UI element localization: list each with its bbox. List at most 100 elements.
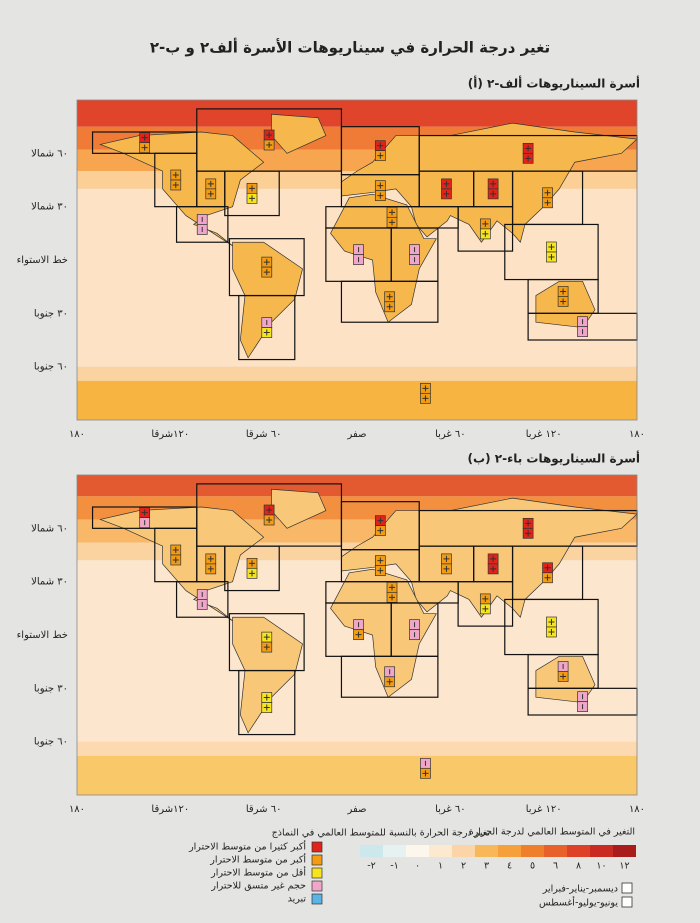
land: [330, 193, 437, 323]
symbol: [263, 259, 270, 266]
lat-label: ٣٠ جنوبا: [34, 308, 68, 319]
colorbar-swatch: [475, 845, 498, 857]
symbol: [422, 770, 429, 777]
map-frame: [76, 99, 638, 421]
lon-label: ١٢٠ غربا: [526, 429, 562, 440]
legend-label: حجم غير متسق للاحترار: [210, 881, 306, 892]
colorbar-label: ٣: [484, 861, 489, 872]
symbol: [266, 517, 273, 523]
symbol: [482, 220, 489, 227]
colorbar-swatch: [590, 845, 613, 857]
season-box: [621, 896, 633, 908]
lon-label: صفر: [346, 429, 366, 440]
land: [330, 568, 437, 698]
symbol: [422, 385, 429, 392]
legend-label: أقل من متوسط الاحترار: [210, 866, 306, 879]
temperature-band: [77, 475, 637, 497]
symbol: [548, 244, 555, 250]
legend-label: أكبر من متوسط الاحترار: [209, 853, 306, 866]
symbol: [141, 509, 148, 516]
region-box: [340, 280, 439, 323]
symbol: [443, 190, 450, 197]
symbol: [172, 547, 179, 553]
symbol: [389, 209, 395, 216]
lat-label: ٦٠ شمالا: [31, 148, 68, 159]
symbol: [263, 634, 270, 641]
lat-label: ٦٠ شمالا: [31, 523, 68, 534]
region-box: [224, 545, 280, 592]
region-box: [175, 206, 229, 243]
map-panel: [76, 474, 638, 796]
symbol: [263, 644, 270, 651]
region-box: [238, 669, 296, 736]
panel-title: (أ) أسرة السيناريوهات ألف-٢: [468, 76, 640, 92]
lon-label: ١٢٠ غربا: [526, 804, 562, 815]
symbol: [389, 219, 395, 226]
symbol: [443, 555, 450, 562]
lon-label: ١٨٠: [69, 804, 85, 815]
region-box: [175, 581, 229, 618]
symbol: [482, 595, 489, 602]
lon-label: ١٨٠: [69, 429, 85, 440]
map-frame: [76, 474, 638, 796]
symbol: [377, 142, 384, 149]
season-label: يونيو-يوليو-أغسطس: [539, 896, 618, 909]
lon-label: ٦٠ غربا: [435, 429, 466, 440]
region-box: [340, 655, 439, 698]
symbol: [377, 567, 384, 574]
symbol: [172, 182, 179, 188]
symbol: [389, 584, 395, 591]
symbol: [355, 631, 362, 638]
colorbar-swatch: [360, 845, 383, 857]
symbol: [544, 574, 551, 581]
symbol: [560, 298, 567, 305]
symbol: [249, 560, 255, 567]
symbol: [141, 134, 148, 141]
symbol: [386, 678, 393, 685]
colorbar-swatch: [498, 845, 521, 857]
symbol: [525, 520, 532, 527]
lat-label: ٣٠ شمالا: [31, 577, 68, 588]
symbol: [263, 694, 270, 701]
season-label: ديسمبر-يناير-فبراير: [542, 884, 618, 895]
symbol: [490, 565, 497, 572]
map-panel: [76, 99, 638, 421]
lon-label: ٦٠ شرقا: [246, 429, 282, 440]
symbol: [377, 517, 384, 524]
colorbar-label: ٠: [415, 861, 420, 872]
lat-label: ٣٠ شمالا: [31, 202, 68, 213]
temperature-band: [77, 741, 637, 756]
lon-label: ٦٠ غربا: [435, 804, 466, 815]
lon-label: ١٢٠شرقا: [151, 429, 189, 440]
lat-label: ٦٠ جنوبا: [34, 362, 68, 373]
symbol: [377, 192, 384, 199]
colorbar-label: ٤: [507, 861, 512, 872]
lat-label: ٣٠ جنوبا: [34, 683, 68, 694]
lon-label: ١٨٠: [629, 429, 645, 440]
lon-label: صفر: [346, 804, 366, 815]
symbol: [263, 329, 270, 336]
symbol: [207, 565, 214, 572]
legend-swatch: [311, 880, 323, 892]
symbol: [548, 254, 555, 260]
colorbar-label: ٢: [461, 861, 466, 872]
symbol: [377, 557, 384, 564]
legend-swatch: [311, 841, 323, 853]
temperature-band: [77, 380, 637, 420]
legend-title: التغير في المتوسط العالمي لدرجة الحرارة: [469, 827, 635, 838]
colorbar-label: ٨: [576, 861, 581, 872]
symbol: [525, 530, 532, 537]
symbol: [525, 145, 532, 152]
region-box: [457, 581, 514, 627]
lon-label: ١٨٠: [629, 804, 645, 815]
colorbar-label: -١: [390, 861, 399, 872]
symbol: [548, 629, 555, 635]
symbol: [377, 152, 384, 159]
legend-swatch: [311, 893, 323, 905]
colorbar-label: ١٢: [619, 861, 629, 872]
temperature-band: [77, 755, 637, 795]
symbol: [263, 269, 270, 276]
symbol: [490, 555, 497, 562]
temperature-band: [77, 100, 637, 127]
